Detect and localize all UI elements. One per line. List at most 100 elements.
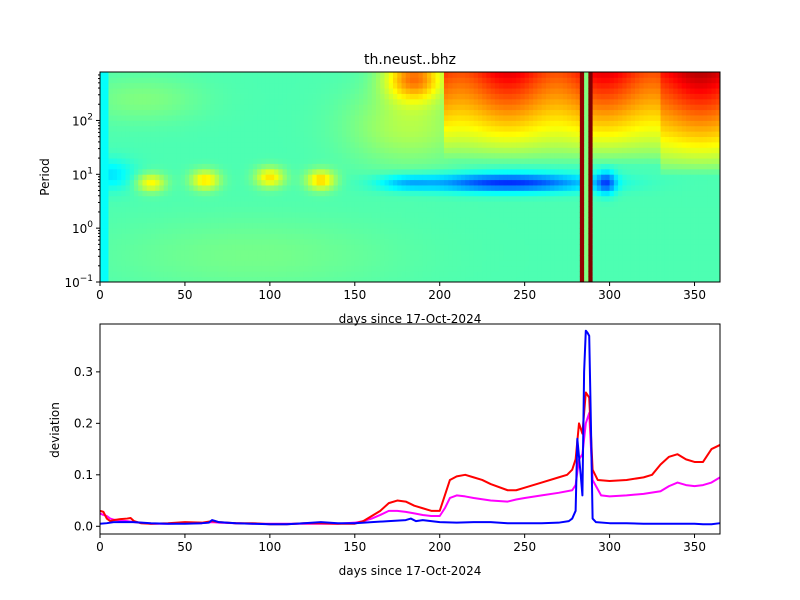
heatmap-cell	[613, 136, 619, 143]
heatmap-cell	[133, 174, 139, 181]
heatmap-cell	[223, 93, 228, 100]
heatmap-cell	[494, 77, 500, 84]
heatmap-cell	[465, 255, 470, 261]
heatmap-cell	[626, 195, 632, 202]
heatmap-cell	[346, 142, 351, 148]
heatmap-cell	[520, 179, 526, 186]
heatmap-cell	[588, 201, 594, 208]
heatmap-cell	[367, 77, 373, 84]
heatmap-cell	[235, 217, 241, 224]
heatmap-cell	[605, 212, 610, 218]
heatmap-cell	[303, 98, 309, 105]
heatmap-cell	[418, 190, 424, 197]
heatmap-cell	[142, 109, 148, 116]
heatmap-cell	[567, 158, 572, 164]
heatmap-cell	[197, 276, 203, 283]
heatmap-cell	[210, 142, 216, 148]
heatmap-cell	[286, 115, 292, 121]
heatmap-cell	[401, 77, 407, 84]
heatmap-cell	[104, 179, 109, 186]
heatmap-cell	[584, 131, 589, 138]
heatmap-cell	[613, 174, 619, 181]
heatmap-cell	[308, 88, 313, 94]
heatmap-cell	[456, 168, 462, 175]
heatmap-cell	[180, 195, 186, 202]
heatmap-cell	[138, 228, 143, 234]
heatmap-cell	[346, 179, 351, 186]
heatmap-cell	[269, 222, 275, 229]
heatmap-cell	[439, 179, 445, 186]
heatmap-cell	[465, 93, 470, 100]
heatmap-cell	[401, 152, 407, 159]
heatmap-cell	[635, 120, 640, 127]
heatmap-cell	[265, 152, 271, 159]
heatmap-cell	[558, 136, 564, 143]
heatmap-cell	[214, 82, 220, 89]
heatmap-cell	[503, 109, 509, 116]
heatmap-cell	[295, 115, 300, 121]
heatmap-cell	[609, 260, 615, 267]
heatmap-cell	[112, 147, 118, 154]
heatmap-cell	[159, 260, 165, 267]
heatmap-cell	[630, 271, 636, 278]
heatmap-cell	[380, 249, 385, 256]
heatmap-cell	[167, 104, 173, 111]
heatmap-cell	[609, 142, 615, 148]
heatmap-cell	[592, 115, 598, 121]
heatmap-cell	[405, 195, 411, 202]
heatmap-cell	[193, 233, 199, 240]
heatmap-cell	[248, 82, 254, 89]
heatmap-cell	[320, 222, 326, 229]
heatmap-cell	[231, 88, 237, 94]
heatmap-cell	[325, 276, 330, 283]
heatmap-cell	[180, 217, 186, 224]
heatmap-cell	[299, 77, 305, 84]
heatmap-cell	[482, 163, 487, 170]
heatmap-cell	[295, 174, 300, 181]
heatmap-cell	[325, 228, 330, 234]
heatmap-cell	[172, 125, 177, 132]
heatmap-cell	[363, 82, 368, 89]
heatmap-panel: th.neust..bhz 0 50 100 150 200 250 300 350 10−1…	[38, 52, 721, 326]
heatmap-cell	[562, 136, 568, 143]
heatmap-cell	[482, 201, 487, 208]
heatmap-cell	[316, 163, 322, 170]
heatmap-cell	[388, 217, 394, 224]
heatmap-cell	[490, 271, 496, 278]
heatmap-cell	[252, 190, 258, 197]
heatmap-cell	[121, 125, 126, 132]
heatmap-cell	[397, 158, 402, 164]
heatmap-cell	[206, 222, 211, 229]
heatmap-cell	[439, 88, 445, 94]
heatmap-cell	[571, 179, 577, 186]
heatmap-cell	[367, 255, 373, 261]
heatmap-cell	[180, 131, 186, 138]
heatmap-cell	[150, 136, 156, 143]
heatmap-cell	[503, 212, 509, 218]
heatmap-cell	[346, 131, 351, 138]
heatmap-cell	[490, 98, 496, 105]
heatmap-cell	[227, 255, 233, 261]
heatmap-cell	[609, 125, 615, 132]
heatmap-cell	[405, 131, 411, 138]
heatmap-cell	[418, 98, 424, 105]
heatmap-cell	[397, 163, 402, 170]
heatmap-cell	[223, 120, 228, 127]
heatmap-cell	[537, 206, 543, 213]
heatmap-cell	[477, 88, 483, 94]
heatmap-cell	[448, 271, 453, 278]
heatmap-cell	[133, 201, 139, 208]
heatmap-cell	[545, 131, 551, 138]
heatmap-cell	[189, 142, 194, 148]
heatmap-cell	[384, 120, 390, 127]
heatmap-cell	[269, 271, 275, 278]
heatmap-cell	[142, 179, 148, 186]
heatmap-cell	[545, 163, 551, 170]
heatmap-cell	[443, 222, 449, 229]
heatmap-cell	[231, 152, 237, 159]
heatmap-cell	[584, 158, 589, 164]
heatmap-cell	[278, 206, 284, 213]
heatmap-cell	[626, 131, 632, 138]
heatmap-cell	[575, 174, 581, 181]
heatmap-cell	[291, 249, 296, 256]
